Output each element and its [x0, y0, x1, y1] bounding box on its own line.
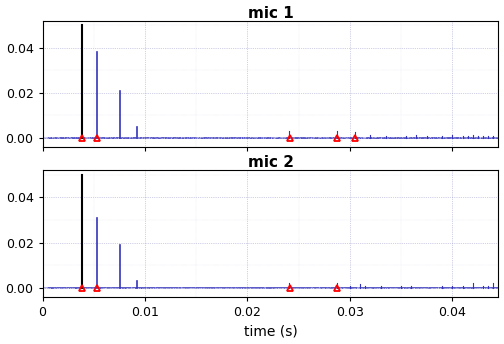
- X-axis label: time (s): time (s): [243, 324, 297, 338]
- Title: mic 1: mic 1: [247, 6, 293, 21]
- Title: mic 2: mic 2: [247, 155, 293, 170]
